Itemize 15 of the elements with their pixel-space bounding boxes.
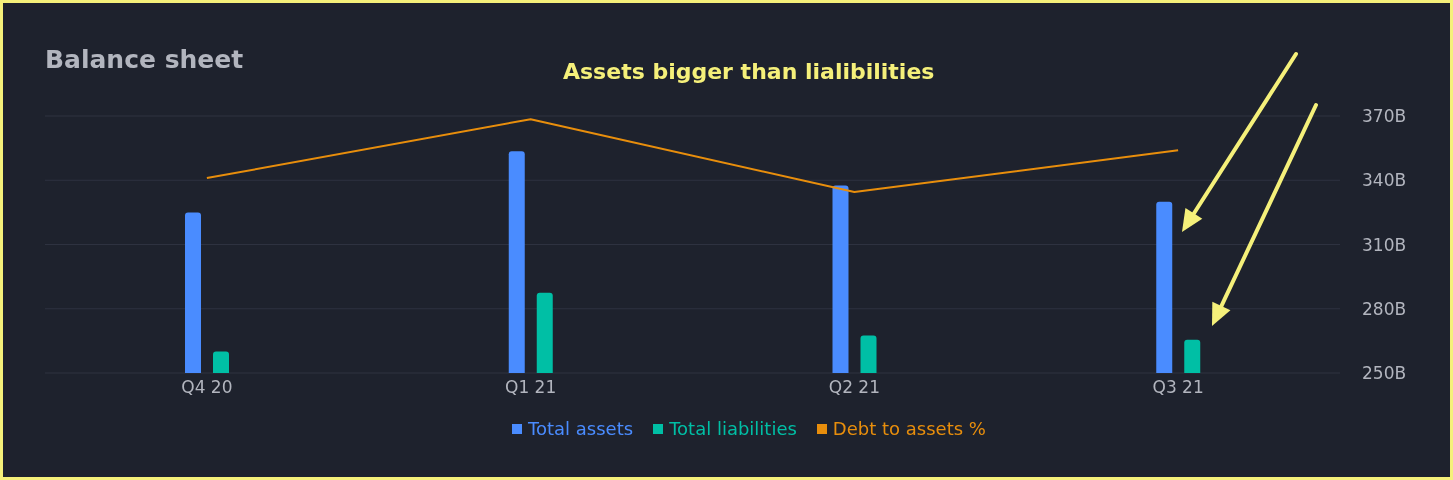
line-series [205, 118, 1180, 194]
y-tick-label: 280B [1362, 298, 1407, 319]
y-tick-label: 370B [1362, 106, 1407, 127]
x-tick-label: Q4 20 [181, 377, 233, 398]
y-tick-label: 340B [1362, 170, 1407, 191]
text: Assets bigger than lialibilities [563, 59, 935, 84]
legend-label: Debt to assets % [831, 418, 986, 439]
y-tick-label: 310B [1362, 234, 1407, 255]
y-tick-label: 250B [1362, 363, 1407, 384]
chart-title: Balance sheet [45, 45, 244, 74]
x-tick-label: Q3 21 [1152, 377, 1204, 398]
x-tick-label: Q2 21 [828, 377, 880, 398]
legend-label: Total liabilities [668, 418, 797, 439]
x-tick-label: Q1 21 [505, 377, 557, 398]
legend-label: Total assets [527, 418, 634, 439]
